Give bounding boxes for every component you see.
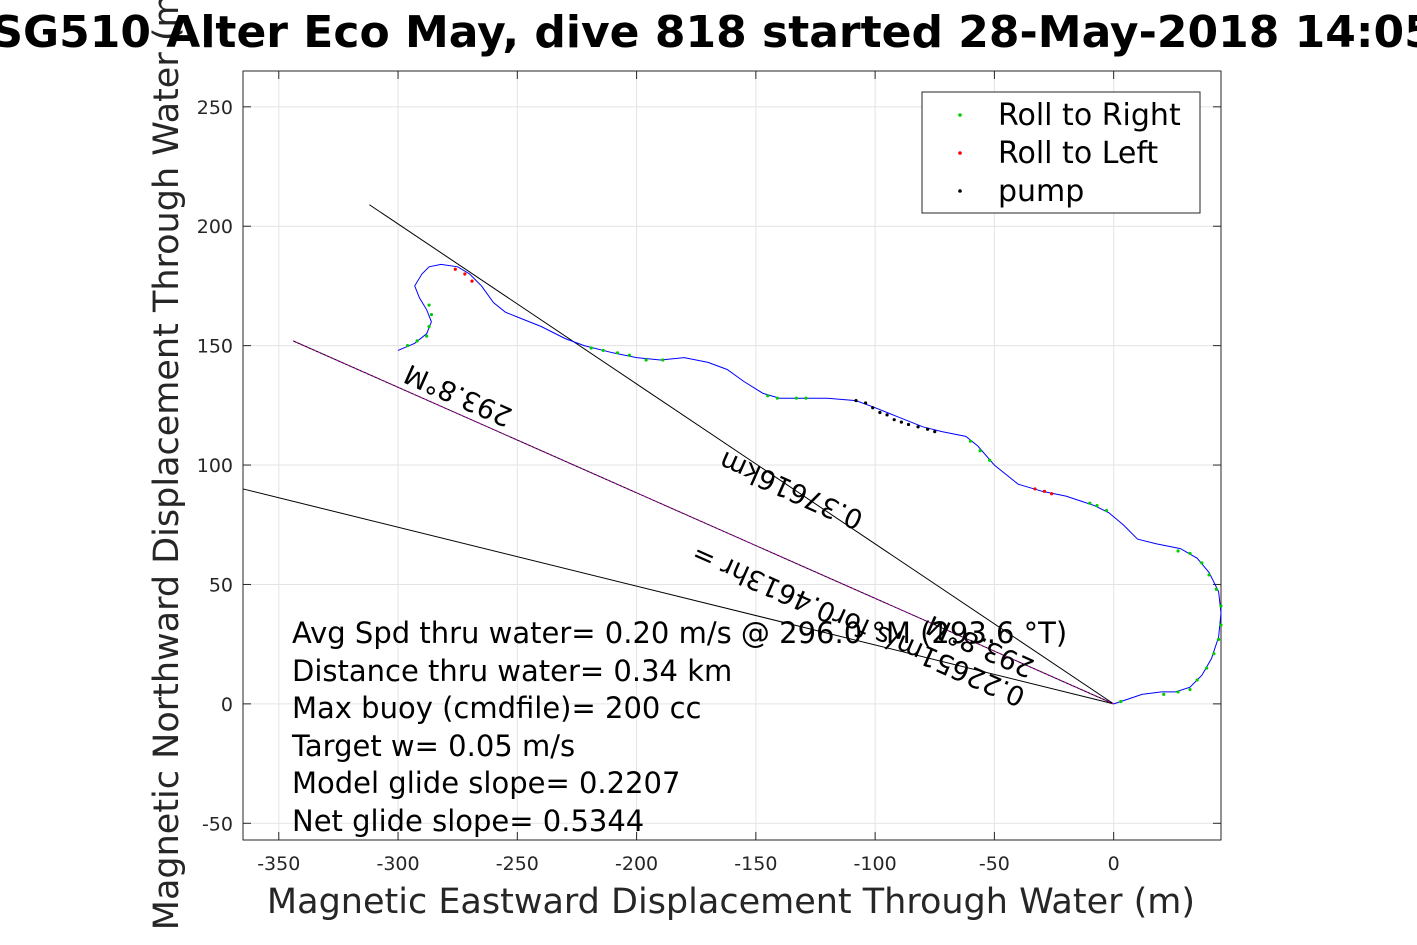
roll-right-point bbox=[1219, 604, 1223, 608]
roll-right-point bbox=[1219, 623, 1223, 627]
roll-right-point bbox=[1205, 666, 1209, 670]
roll-left-point bbox=[1033, 487, 1037, 491]
roll-left-point bbox=[470, 279, 474, 283]
markers bbox=[405, 267, 1223, 704]
roll-right-point bbox=[988, 458, 992, 462]
roll-right-point bbox=[775, 396, 779, 400]
stats-block: Avg Spd thru water= 0.20 m/s @ 296.0 °M … bbox=[291, 616, 1067, 838]
x-tick-label: -300 bbox=[376, 853, 419, 875]
roll-right-point bbox=[627, 353, 632, 357]
pump-point bbox=[899, 420, 903, 424]
y-tick-label: -50 bbox=[202, 813, 233, 835]
stat-model-glide-slope: Model glide slope= 0.2207 bbox=[292, 766, 680, 800]
roll-right-point bbox=[429, 312, 434, 317]
grid bbox=[243, 71, 1221, 840]
pump-point bbox=[926, 427, 930, 431]
y-tick-label: 150 bbox=[197, 336, 233, 358]
ticks: -350 -300 -250 -200 -150 -100 -50 0 -50 0 50 100 150… bbox=[197, 71, 1221, 875]
annotation-upper-distance: 0.37616km bbox=[715, 444, 868, 534]
roll-right-point bbox=[601, 348, 605, 353]
legend-marker-roll-left bbox=[958, 151, 962, 155]
chart-title: SG510 Alter Eco May, dive 818 started 28… bbox=[0, 7, 1417, 58]
legend-box bbox=[921, 91, 1201, 214]
roll-right-point bbox=[661, 358, 665, 362]
roll-left-point bbox=[463, 272, 467, 276]
roll-right-point bbox=[1176, 690, 1180, 694]
roll-right-point bbox=[589, 346, 593, 350]
heading-line bbox=[292, 340, 1114, 705]
roll-right-point bbox=[1195, 678, 1199, 682]
roll-right-point bbox=[615, 351, 620, 355]
roll-right-point bbox=[804, 396, 808, 400]
reference-line-lower bbox=[242, 488, 1114, 705]
roll-right-point bbox=[978, 449, 982, 453]
roll-right-point bbox=[1104, 508, 1109, 513]
pump-point bbox=[933, 430, 937, 434]
x-tick-label: -250 bbox=[496, 853, 539, 875]
stat-max-buoy: Max buoy (cmdfile)= 200 cc bbox=[292, 691, 701, 725]
legend-marker-pump bbox=[958, 189, 962, 193]
x-tick-label: 0 bbox=[1108, 853, 1120, 875]
x-tick-label: -100 bbox=[854, 853, 897, 875]
roll-left-point bbox=[453, 267, 457, 271]
legend-label-pump: pump bbox=[998, 174, 1084, 209]
roll-right-point bbox=[427, 303, 431, 307]
stat-target-w: Target w= 0.05 m/s bbox=[291, 729, 575, 763]
y-tick-label: 100 bbox=[197, 455, 233, 477]
pump-point bbox=[854, 398, 858, 403]
roll-right-point bbox=[644, 358, 648, 362]
x-tick-label: -150 bbox=[734, 853, 777, 875]
pump-point bbox=[892, 418, 896, 422]
axes-box bbox=[242, 70, 1222, 841]
stat-avg-speed: Avg Spd thru water= 0.20 m/s @ 296.0 °M … bbox=[292, 616, 1067, 650]
roll-right-point bbox=[794, 396, 799, 400]
roll-right-point bbox=[1095, 504, 1099, 508]
roll-right-point bbox=[415, 339, 419, 343]
roll-left-point bbox=[1042, 489, 1047, 493]
stat-distance: Distance thru water= 0.34 km bbox=[292, 654, 732, 688]
roll-right-point bbox=[766, 394, 770, 398]
roll-right-point bbox=[968, 439, 973, 443]
stat-net-glide-slope: Net glide slope= 0.5344 bbox=[292, 804, 644, 838]
pump-point bbox=[871, 406, 875, 410]
pump-point bbox=[906, 422, 911, 427]
roll-right-point bbox=[1200, 561, 1204, 565]
y-tick-label: 0 bbox=[221, 694, 233, 716]
legend-label-roll-right: Roll to Right bbox=[998, 98, 1181, 133]
x-tick-label: -350 bbox=[257, 853, 300, 875]
pump-point bbox=[916, 425, 920, 429]
roll-right-point bbox=[1162, 692, 1166, 696]
roll-right-point bbox=[1214, 587, 1218, 591]
x-tick-label: -200 bbox=[615, 853, 658, 875]
y-tick-label: 200 bbox=[197, 216, 233, 238]
pump-point bbox=[885, 413, 889, 417]
pump-point bbox=[878, 410, 882, 415]
x-tick-label: -50 bbox=[979, 853, 1010, 875]
roll-right-point bbox=[1217, 637, 1221, 641]
y-tick-label: 250 bbox=[197, 97, 233, 119]
y-axis-label: Magnetic Northward Displacement Through … bbox=[147, 0, 187, 930]
roll-right-point bbox=[1119, 699, 1123, 704]
reference-lines bbox=[242, 204, 1114, 705]
legend-label-roll-left: Roll to Left bbox=[998, 136, 1158, 171]
roll-right-point bbox=[1176, 549, 1180, 553]
y-tick-label: 50 bbox=[209, 574, 233, 596]
legend: Roll to Right Roll to Left pump bbox=[921, 91, 1201, 214]
roll-right-point bbox=[425, 334, 429, 338]
roll-right-point bbox=[1088, 501, 1092, 505]
roll-right-point bbox=[405, 344, 410, 348]
roll-left-point bbox=[1050, 492, 1054, 496]
legend-marker-roll-right bbox=[958, 113, 962, 117]
annotation-upper-heading: 293.8°M bbox=[400, 357, 517, 432]
pump-point bbox=[863, 401, 868, 405]
roll-right-point bbox=[427, 324, 431, 329]
roll-right-point bbox=[1207, 573, 1211, 577]
reference-line-upper bbox=[369, 204, 1114, 705]
roll-right-point bbox=[1188, 687, 1192, 692]
roll-right-point bbox=[1188, 551, 1192, 556]
roll-right-point bbox=[1212, 652, 1216, 656]
x-axis-label: Magnetic Eastward Displacement Through W… bbox=[267, 882, 1195, 922]
